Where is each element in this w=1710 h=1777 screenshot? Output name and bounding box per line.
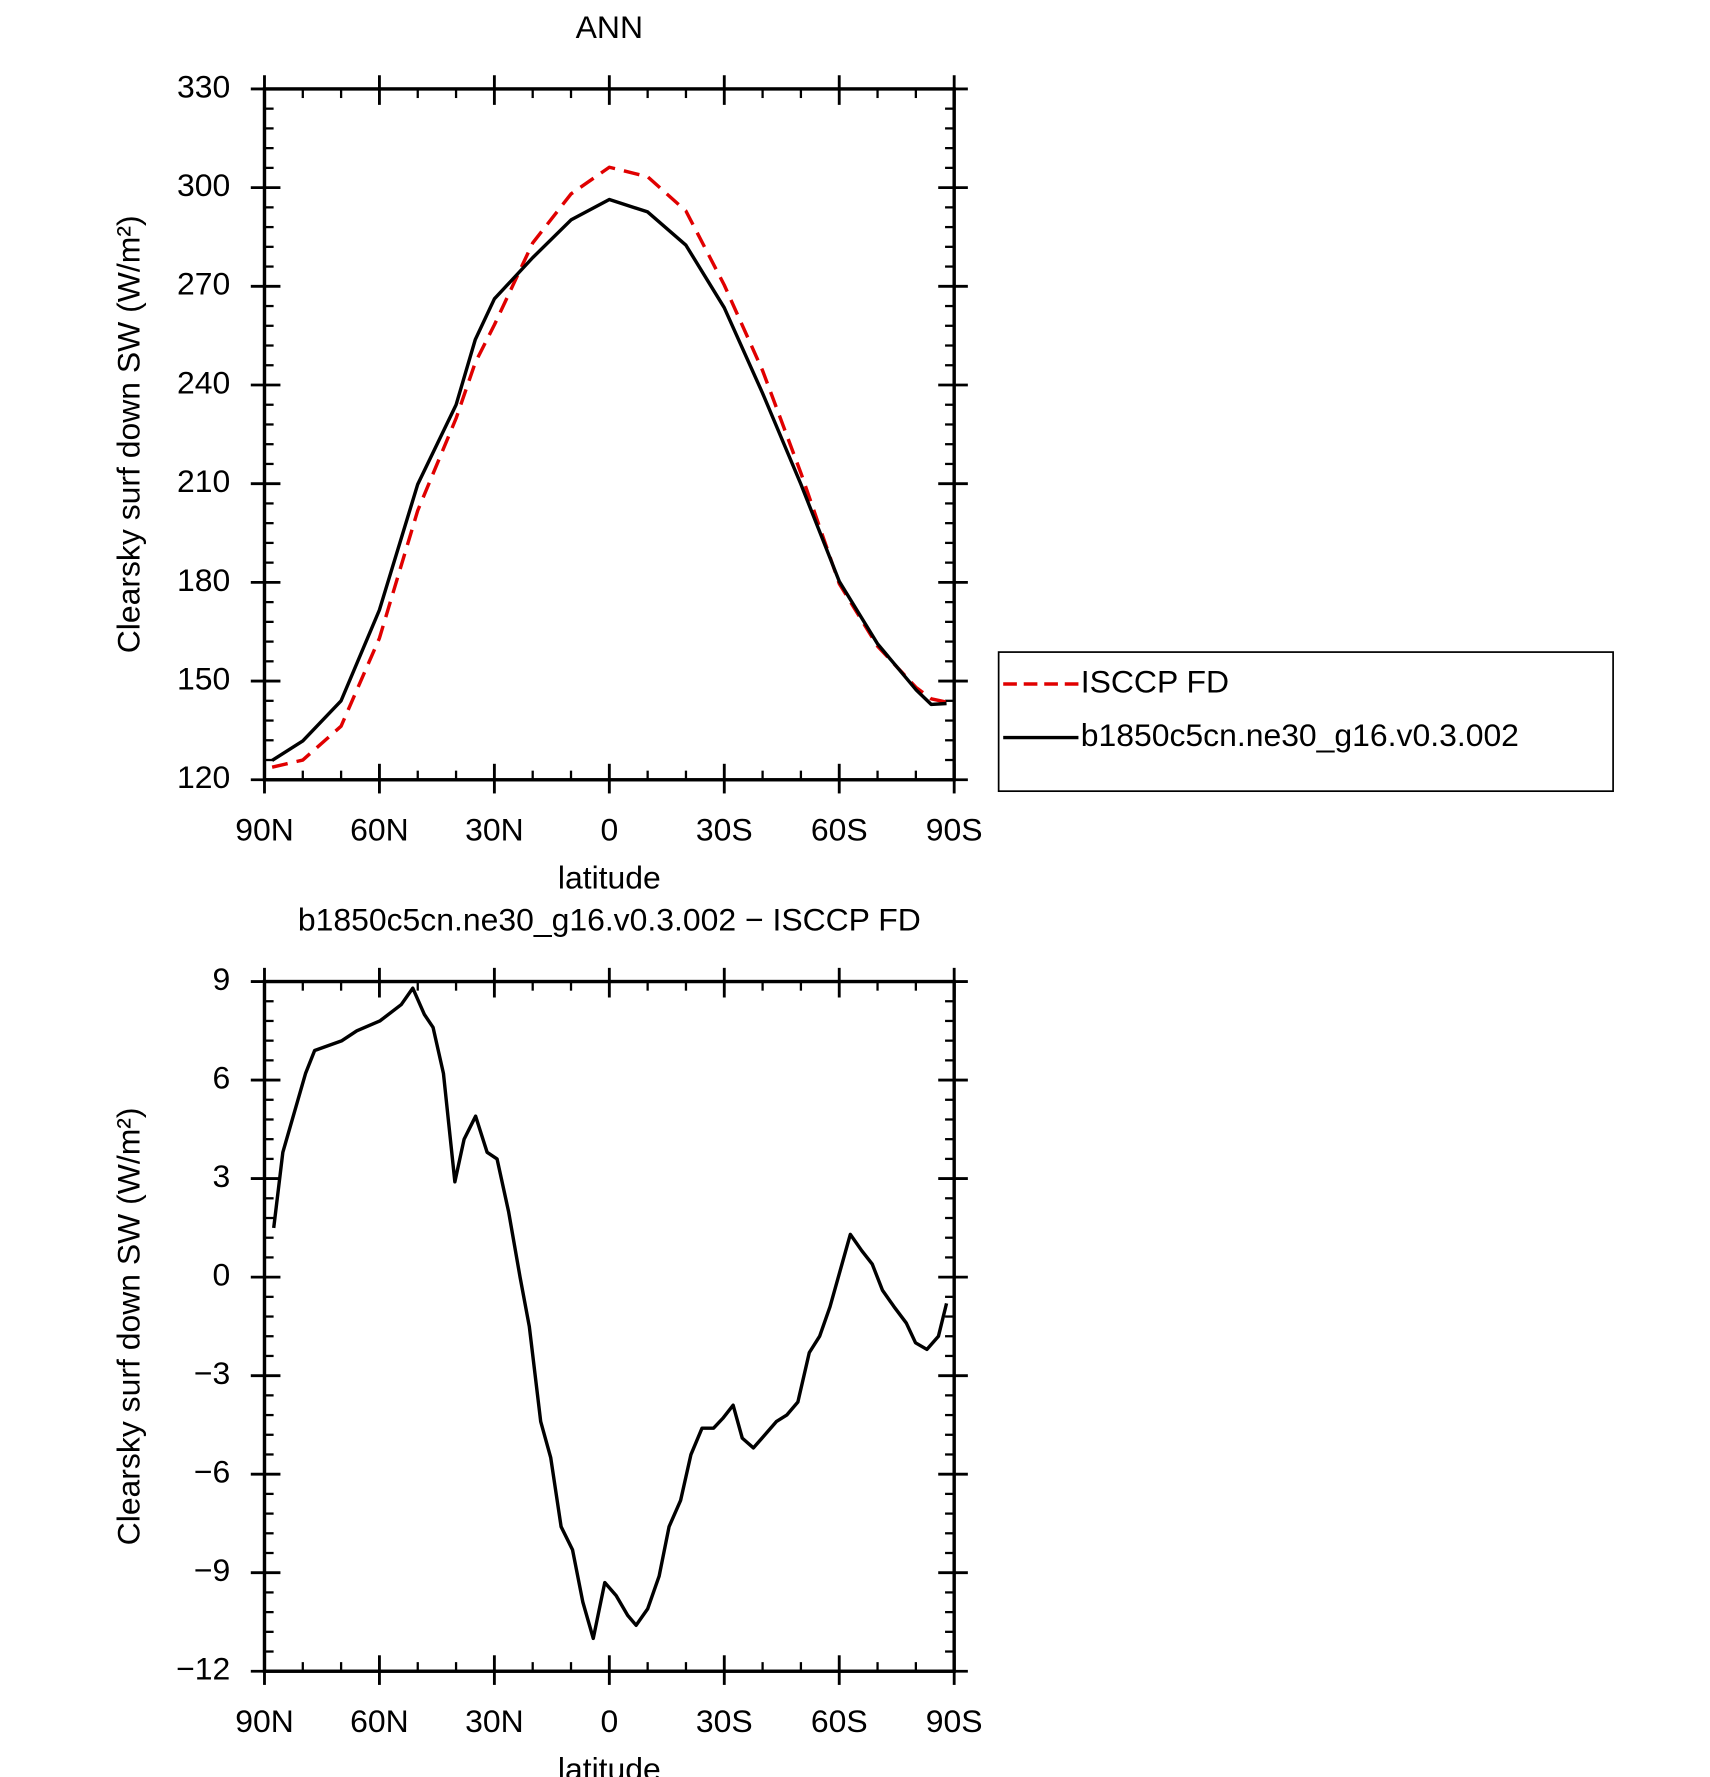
x-axis-label: latitude xyxy=(558,1751,661,1777)
x-tick-label: 30N xyxy=(465,1703,524,1739)
x-tick-label: 60S xyxy=(811,812,868,848)
plot-frame xyxy=(262,87,956,782)
y-tick-label: −3 xyxy=(194,1355,230,1391)
y-tick-label: 300 xyxy=(177,167,230,203)
y-tick-label: 0 xyxy=(213,1257,231,1293)
x-tick-label: 90S xyxy=(926,812,983,848)
x-tick-label: 60N xyxy=(350,812,409,848)
x-tick-label: 30S xyxy=(696,1703,753,1739)
y-tick-label: 9 xyxy=(213,961,231,997)
y-tick-label: 3 xyxy=(213,1158,231,1194)
y-tick-label: 240 xyxy=(177,364,230,400)
data-line xyxy=(271,197,947,762)
chart-title: b1850c5cn.ne30_g16.v0.3.002 − ISCCP FD xyxy=(298,902,921,938)
x-tick-label: 90N xyxy=(235,812,294,848)
data-line xyxy=(271,165,947,769)
x-tick-label: 90S xyxy=(926,1703,983,1739)
x-axis-label: latitude xyxy=(558,860,661,896)
y-tick-label: 330 xyxy=(177,68,230,104)
chart-title: ANN xyxy=(576,9,643,45)
x-tick-label: 60N xyxy=(350,1703,409,1739)
x-tick-label: 90N xyxy=(235,1703,294,1739)
y-tick-label: −9 xyxy=(194,1552,230,1588)
legend-label: b1850c5cn.ne30_g16.v0.3.002 xyxy=(1081,717,1519,753)
y-tick-label: −6 xyxy=(194,1454,230,1490)
y-tick-label: 180 xyxy=(177,562,230,598)
y-axis-label: Clearsky surf down SW (W/m²) xyxy=(111,215,147,653)
y-tick-label: 270 xyxy=(177,266,230,302)
x-tick-label: 60S xyxy=(811,1703,868,1739)
legend-label: ISCCP FD xyxy=(1081,663,1229,699)
data-line xyxy=(272,986,949,1641)
legend-box xyxy=(997,651,1614,793)
y-tick-label: 120 xyxy=(177,759,230,795)
x-tick-label: 30N xyxy=(465,812,524,848)
x-tick-label: 0 xyxy=(600,1703,618,1739)
y-tick-label: 210 xyxy=(177,463,230,499)
y-tick-label: 150 xyxy=(177,661,230,697)
y-tick-label: 6 xyxy=(213,1060,231,1096)
y-axis-label: Clearsky surf down SW (W/m²) xyxy=(111,1107,147,1545)
x-tick-label: 0 xyxy=(600,812,618,848)
x-tick-label: 30S xyxy=(696,812,753,848)
plot-frame xyxy=(262,979,956,1673)
y-tick-label: −12 xyxy=(176,1651,230,1687)
